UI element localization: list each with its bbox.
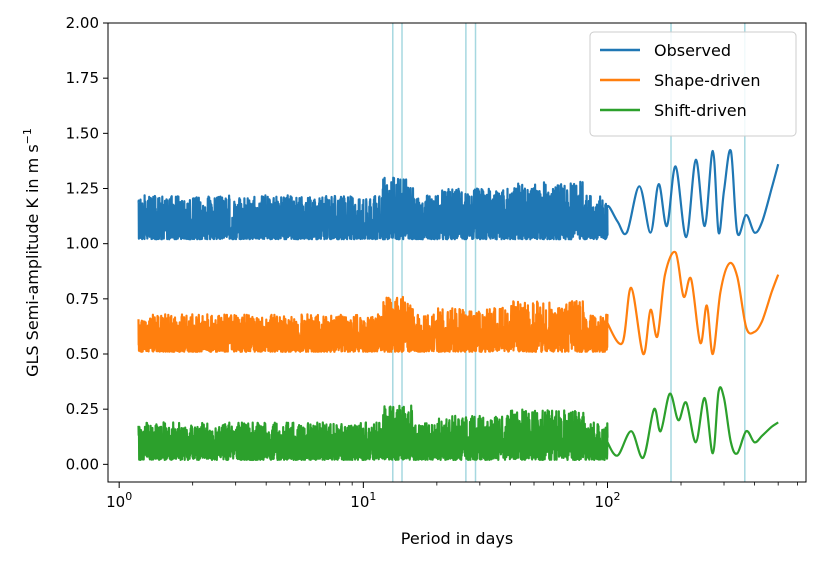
series-layer [137, 149, 780, 461]
series-line-shift-driven [137, 386, 779, 461]
x-tick-label: 101 [350, 490, 376, 511]
x-tick-label: 100 [106, 490, 132, 511]
y-axis-label: GLS Semi-amplitude K in m s−1 [21, 128, 42, 377]
y-tick-label: 2.00 [66, 14, 99, 32]
legend: Observed Shape-driven Shift-driven [589, 31, 797, 137]
x-tick-label: 102 [594, 490, 620, 511]
legend-label: Observed [654, 41, 731, 60]
plot-frame [107, 22, 807, 483]
legend-box [589, 31, 797, 137]
y-tick-label: 1.25 [66, 180, 99, 198]
y-axis-label-main: GLS Semi-amplitude K in m s [23, 144, 42, 377]
y-tick-label: 0.25 [66, 400, 99, 418]
y-tick-label: 1.00 [66, 235, 99, 253]
axes: 0.00 0.25 0.50 0.75 1.00 1.25 1.50 1.75 2.00 100 1… [66, 14, 807, 511]
x-axis-label: Period in days [401, 529, 513, 548]
y-tick-label: 1.75 [66, 69, 99, 87]
y-tick-label: 1.50 [66, 124, 99, 142]
legend-label: Shape-driven [654, 71, 761, 90]
legend-label: Shift-driven [654, 101, 747, 120]
series-line-shape-driven [137, 250, 780, 356]
y-tick-label: 0.75 [66, 290, 99, 308]
y-axis-label-superscript: −1 [21, 128, 34, 144]
series-line-observed [137, 149, 780, 241]
y-tick-label: 0.00 [66, 455, 99, 473]
y-tick-label: 0.50 [66, 345, 99, 363]
